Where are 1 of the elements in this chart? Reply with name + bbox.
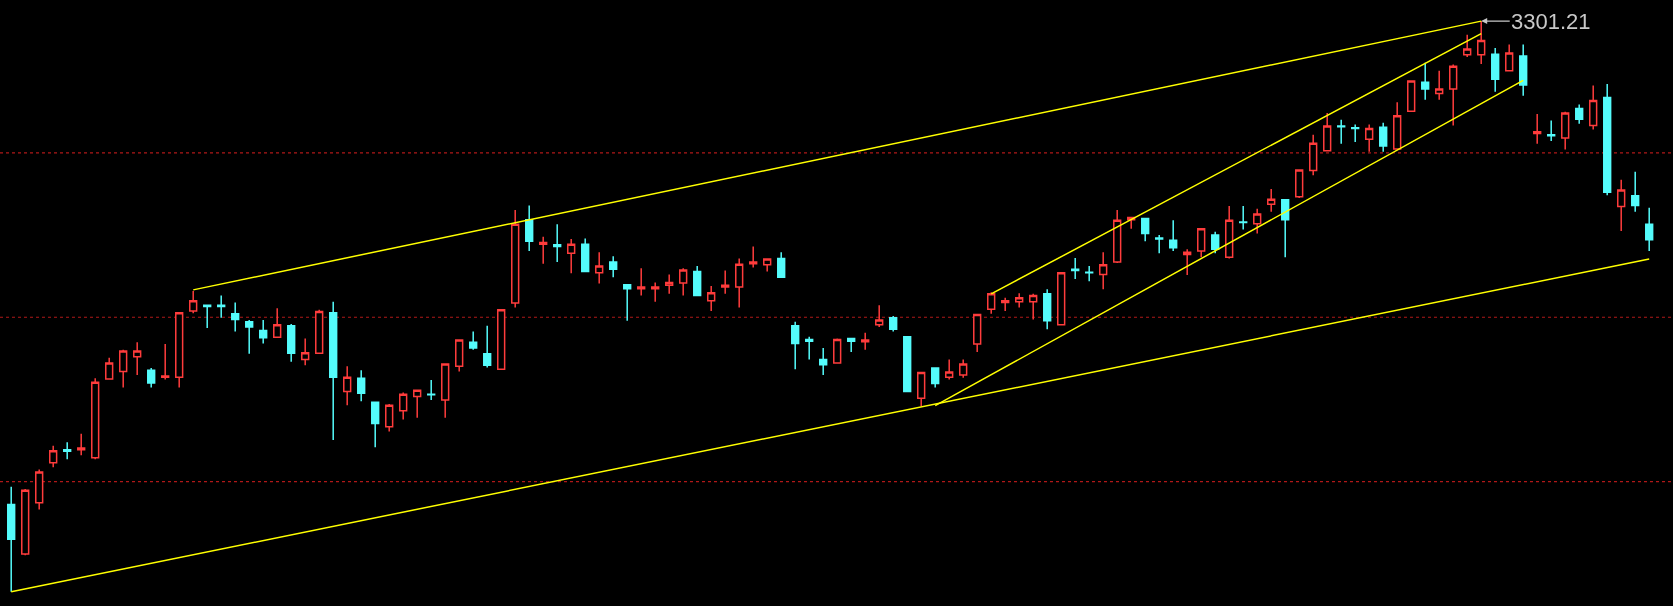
- annotation: 3301.21: [1511, 9, 1591, 34]
